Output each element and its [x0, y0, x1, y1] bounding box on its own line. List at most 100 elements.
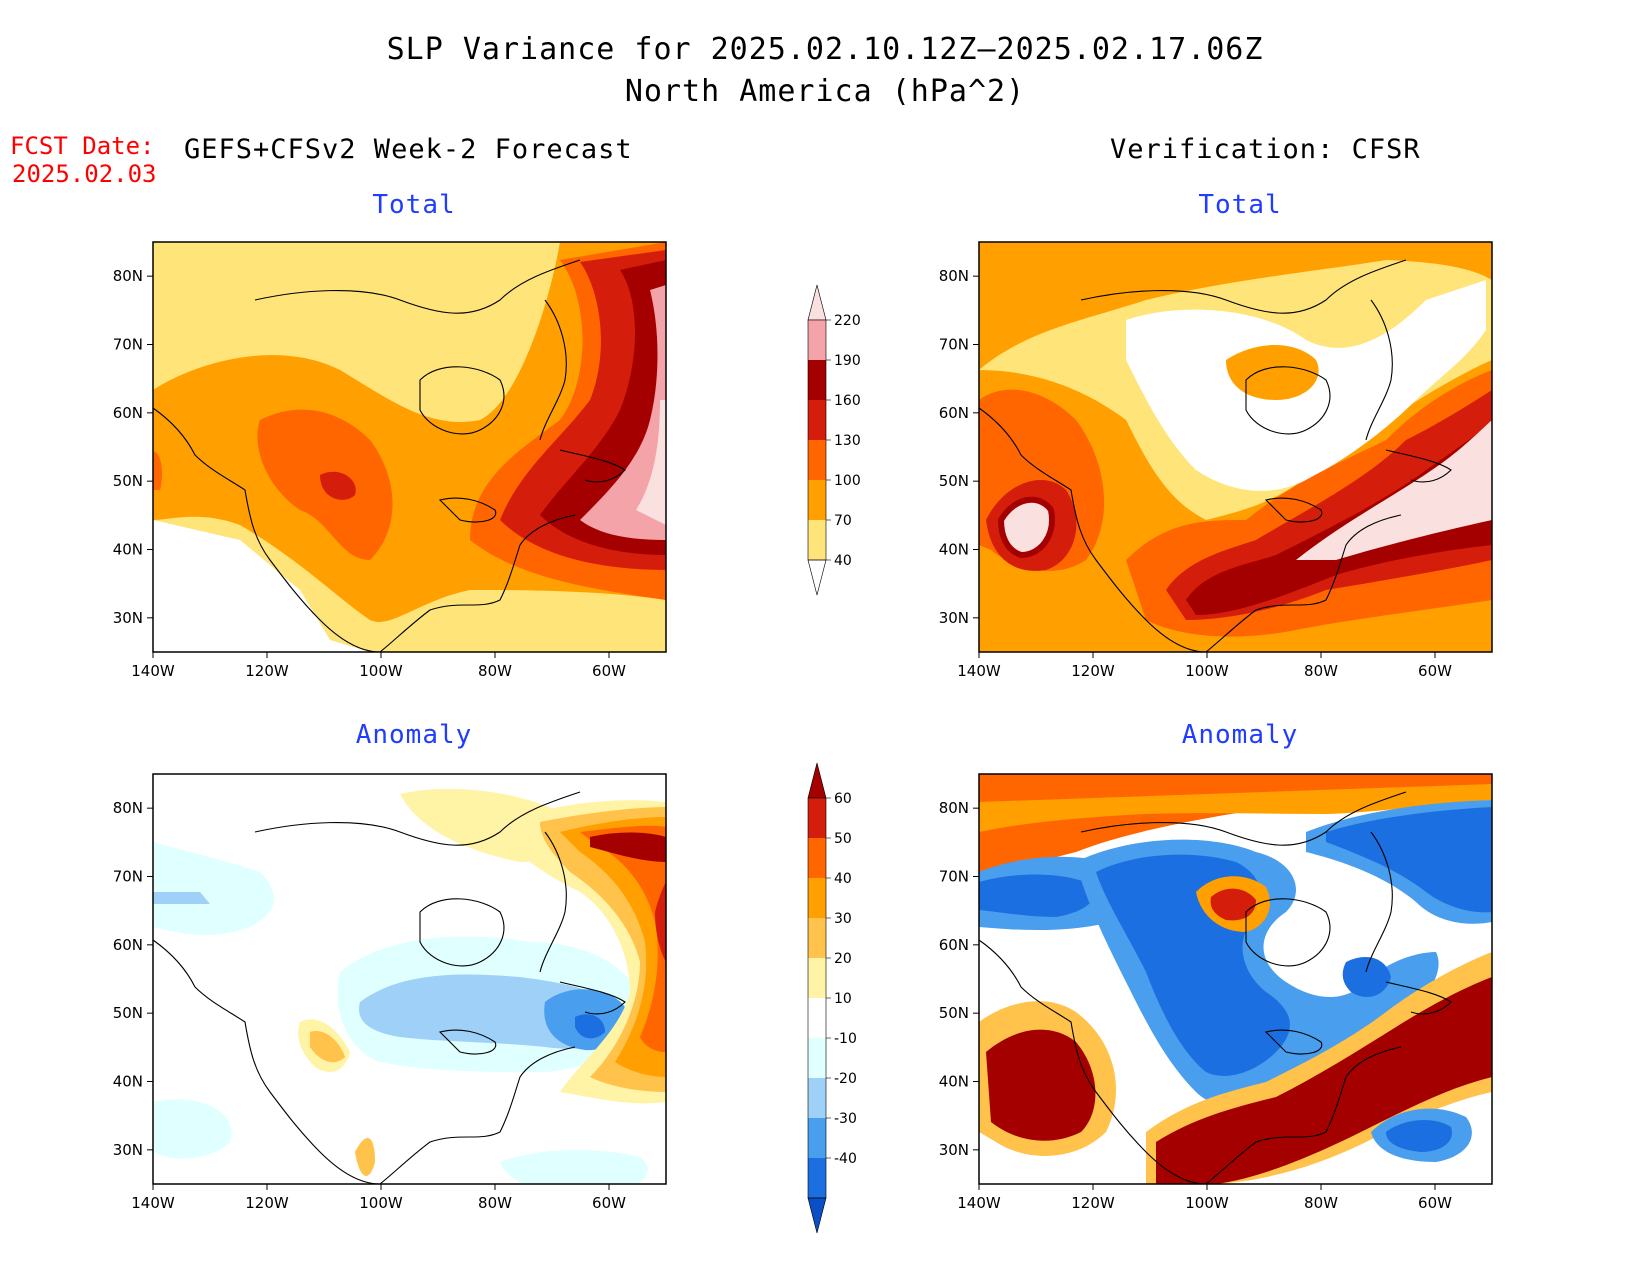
colorbar-label: 30	[834, 911, 852, 927]
coastlines	[152, 259, 626, 653]
very-high-variance-southeast	[1166, 390, 1492, 620]
peak-variance-southeast	[1296, 420, 1492, 560]
extreme-variance-southeast	[1186, 425, 1492, 615]
lat-tick-label: 30N	[939, 1141, 969, 1159]
colorbar-box	[808, 998, 826, 1038]
strong-negative-southeast	[1386, 1120, 1452, 1152]
forecast-total-title: Total	[372, 190, 456, 220]
lat-tick-label: 40N	[939, 541, 969, 559]
peak-variance-east	[580, 285, 666, 540]
colorbar-label: -30	[834, 1111, 857, 1127]
extreme-positive-southeast	[1156, 977, 1492, 1184]
lat-tick-label: 30N	[113, 1141, 143, 1159]
strong-negative-northwest	[979, 874, 1095, 917]
lat-tick-label: 40N	[113, 1073, 143, 1091]
very-strong-positive-east	[655, 882, 666, 962]
coastlines	[978, 259, 1452, 653]
lat-tick-label: 60N	[113, 936, 143, 954]
colorbar-box	[808, 400, 826, 440]
extreme-positive-east	[590, 832, 666, 862]
verification-column-heading: Verification: CFSR	[1110, 134, 1421, 165]
colorbar-box	[808, 520, 826, 560]
colorbar-box	[808, 958, 826, 998]
verification-total-map: 140W 120W 100W 80W 60W 80N 70N 60N 50N 40N 30N	[826, 0, 1546, 700]
lat-tick-label: 80N	[939, 799, 969, 817]
lat-tick-label: 50N	[113, 1004, 143, 1022]
lon-tick-label: 60W	[1418, 1194, 1452, 1212]
lat-tick-label: 80N	[939, 267, 969, 285]
colorbar-box	[808, 360, 826, 400]
lon-tick-label: 80W	[1304, 1194, 1338, 1212]
colorbar-box	[808, 798, 826, 838]
colorbar-box	[808, 480, 826, 520]
max-variance-east	[636, 400, 666, 525]
lon-tick-label: 100W	[359, 662, 403, 680]
colorbar-box	[808, 1038, 826, 1078]
colorbar-cap-top	[807, 762, 827, 799]
strong-positive-pocket	[1210, 888, 1256, 921]
lat-tick-label: 40N	[113, 541, 143, 559]
map-frame	[152, 773, 667, 1185]
lon-tick-label: 80W	[1304, 662, 1338, 680]
lat-tick-label: 50N	[939, 472, 969, 490]
strong-positive-east	[580, 825, 666, 1052]
map-frame	[978, 773, 1493, 1185]
map-frame	[978, 241, 1493, 653]
lon-tick-label: 140W	[957, 662, 1001, 680]
colorbar-label: 100	[834, 473, 861, 489]
lon-tick-label: 60W	[1418, 662, 1452, 680]
positive-south	[355, 1138, 375, 1176]
colorbar-box	[808, 878, 826, 918]
colorbar-label: 130	[834, 433, 861, 449]
lon-tick-label: 120W	[245, 662, 289, 680]
verification-anomaly-title: Anomaly	[1181, 720, 1299, 750]
forecast-column-heading: GEFS+CFSv2 Week-2 Forecast	[184, 134, 633, 165]
colorbar-label: -10	[834, 1031, 857, 1047]
forecast-anomaly-map: 140W 120W 100W 80W 60W 80N 70N 60N 50N 40N 30N	[0, 532, 720, 1232]
lon-tick-label: 140W	[131, 1194, 175, 1212]
variance-pocket	[1226, 345, 1319, 400]
lat-tick-label: 80N	[113, 267, 143, 285]
lat-tick-label: 50N	[939, 1004, 969, 1022]
colorbar-label: 60	[834, 791, 852, 807]
lon-tick-label: 140W	[957, 1194, 1001, 1212]
colorbar-label: 40	[834, 553, 852, 569]
colorbar-label: 20	[834, 951, 852, 967]
colorbar-label: 190	[834, 353, 861, 369]
colorbar-label: 160	[834, 393, 861, 409]
negative-northwest	[153, 892, 210, 904]
colorbar-box	[808, 918, 826, 958]
lat-tick-label: 60N	[113, 404, 143, 422]
verification-anomaly-map: 140W 120W 100W 80W 60W 80N 70N 60N 50N 40N 30N	[826, 532, 1546, 1232]
colorbar-label: 50	[834, 831, 852, 847]
colorbar-cap-bottom	[807, 1197, 827, 1234]
forecast-total-map: 140W 120W 100W 80W 60W 80N 70N 60N 50N 40N 30N	[0, 0, 720, 700]
lat-tick-label: 40N	[939, 1073, 969, 1091]
forecast-anomaly-title: Anomaly	[355, 720, 473, 750]
coastlines	[152, 791, 626, 1185]
lon-tick-label: 120W	[1071, 662, 1115, 680]
lon-tick-label: 100W	[1185, 1194, 1229, 1212]
colorbar-label: 70	[834, 513, 852, 529]
lon-tick-label: 120W	[1071, 1194, 1115, 1212]
lat-tick-label: 70N	[939, 868, 969, 886]
lat-tick-label: 70N	[113, 868, 143, 886]
fcst-date-value: 2025.02.03	[12, 160, 157, 188]
colorbar-box	[808, 440, 826, 480]
anomaly-colorbar: 60 50 40 30 20 10 -10 -20 -30 -40	[770, 758, 857, 1234]
map-ticks: 140W 120W 100W 80W 60W 80N 70N 60N 50N 40N 30N	[939, 799, 1452, 1212]
map-ticks: 140W 120W 100W 80W 60W 80N 70N 60N 50N 40N 30N	[939, 267, 1452, 680]
variance-core-west	[320, 471, 356, 500]
stronger-negative-east	[575, 1014, 605, 1039]
lat-tick-label: 70N	[113, 336, 143, 354]
colorbar-cap-bottom	[807, 559, 827, 596]
lon-tick-label: 100W	[1185, 662, 1229, 680]
weak-negative-southwest	[153, 1099, 232, 1159]
lat-tick-label: 30N	[939, 609, 969, 627]
map-frame	[152, 241, 667, 653]
total-colorbar: 220 190 160 130 100 70 40	[770, 280, 861, 620]
lat-tick-label: 50N	[113, 472, 143, 490]
positive-west	[310, 1031, 345, 1063]
lat-tick-label: 30N	[113, 609, 143, 627]
colorbar-label: 220	[834, 313, 861, 329]
